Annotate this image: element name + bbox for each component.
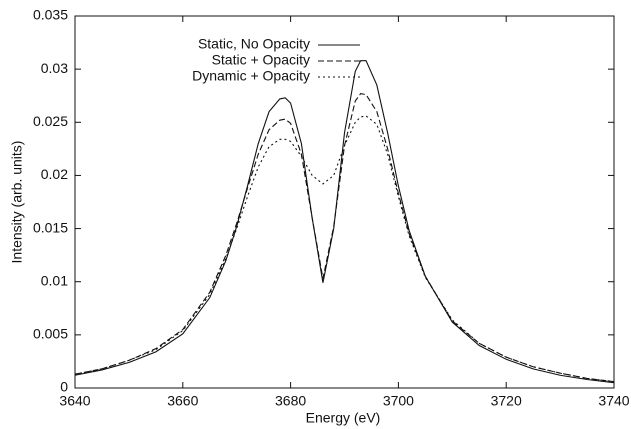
series-line (74, 115, 615, 383)
y-tick-label: 0 (60, 379, 68, 395)
plot-frame (74, 15, 615, 389)
x-tick-label: 3700 (383, 393, 414, 409)
y-tick-label: 0.015 (33, 219, 68, 235)
x-tick-label: 3740 (598, 393, 629, 409)
y-tick-label: 0.01 (41, 272, 68, 288)
y-tick-label: 0.03 (41, 60, 68, 76)
legend-label: Dynamic + Opacity (192, 68, 310, 84)
legend-label: Static + Opacity (212, 52, 310, 68)
y-tick-label: 0.035 (33, 7, 68, 23)
series-line (74, 60, 615, 384)
legend-label: Static, No Opacity (198, 36, 310, 52)
series-line (74, 92, 615, 383)
y-tick-label: 0.025 (33, 113, 68, 129)
y-axis-label: Intensity (arb. units) (9, 141, 25, 264)
x-tick-label: 3680 (275, 393, 306, 409)
x-tick-label: 3640 (59, 393, 90, 409)
y-tick-label: 0.005 (33, 326, 68, 342)
x-tick-label: 3720 (491, 393, 522, 409)
x-axis-label: Energy (eV) (306, 410, 381, 426)
x-tick-label: 3660 (167, 393, 198, 409)
y-tick-label: 0.02 (41, 166, 68, 182)
